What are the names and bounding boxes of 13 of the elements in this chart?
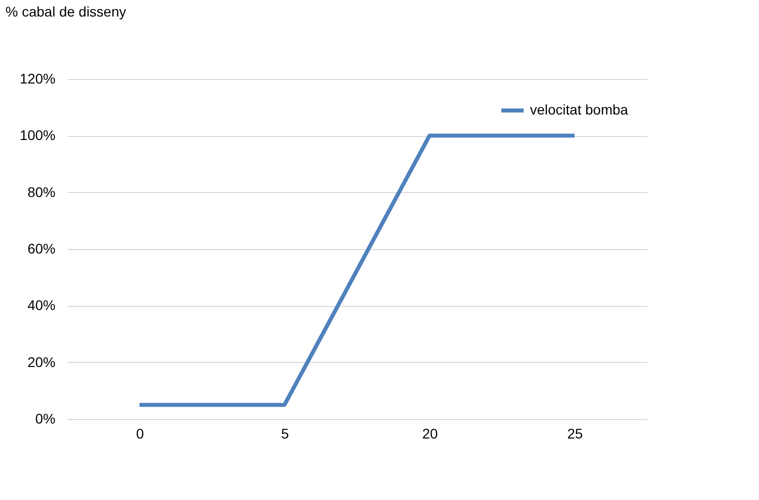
x-tick-label: 20 <box>422 426 438 442</box>
x-tick-label: 25 <box>567 426 583 442</box>
y-tick-label: 60% <box>27 240 56 256</box>
y-tick-label: 120% <box>20 70 56 86</box>
y-axis-title: % cabal de disseny <box>6 4 126 20</box>
x-tick-label: 0 <box>136 426 144 442</box>
y-tick-label: 80% <box>27 184 56 200</box>
y-tick-label: 20% <box>27 354 56 370</box>
x-tick-label: 5 <box>281 426 290 442</box>
y-tick-label: 100% <box>20 127 56 144</box>
y-tick-label: 40% <box>27 297 56 314</box>
legend-label: velocitat bomba <box>530 102 628 118</box>
y-tick-label: 0% <box>35 410 56 426</box>
